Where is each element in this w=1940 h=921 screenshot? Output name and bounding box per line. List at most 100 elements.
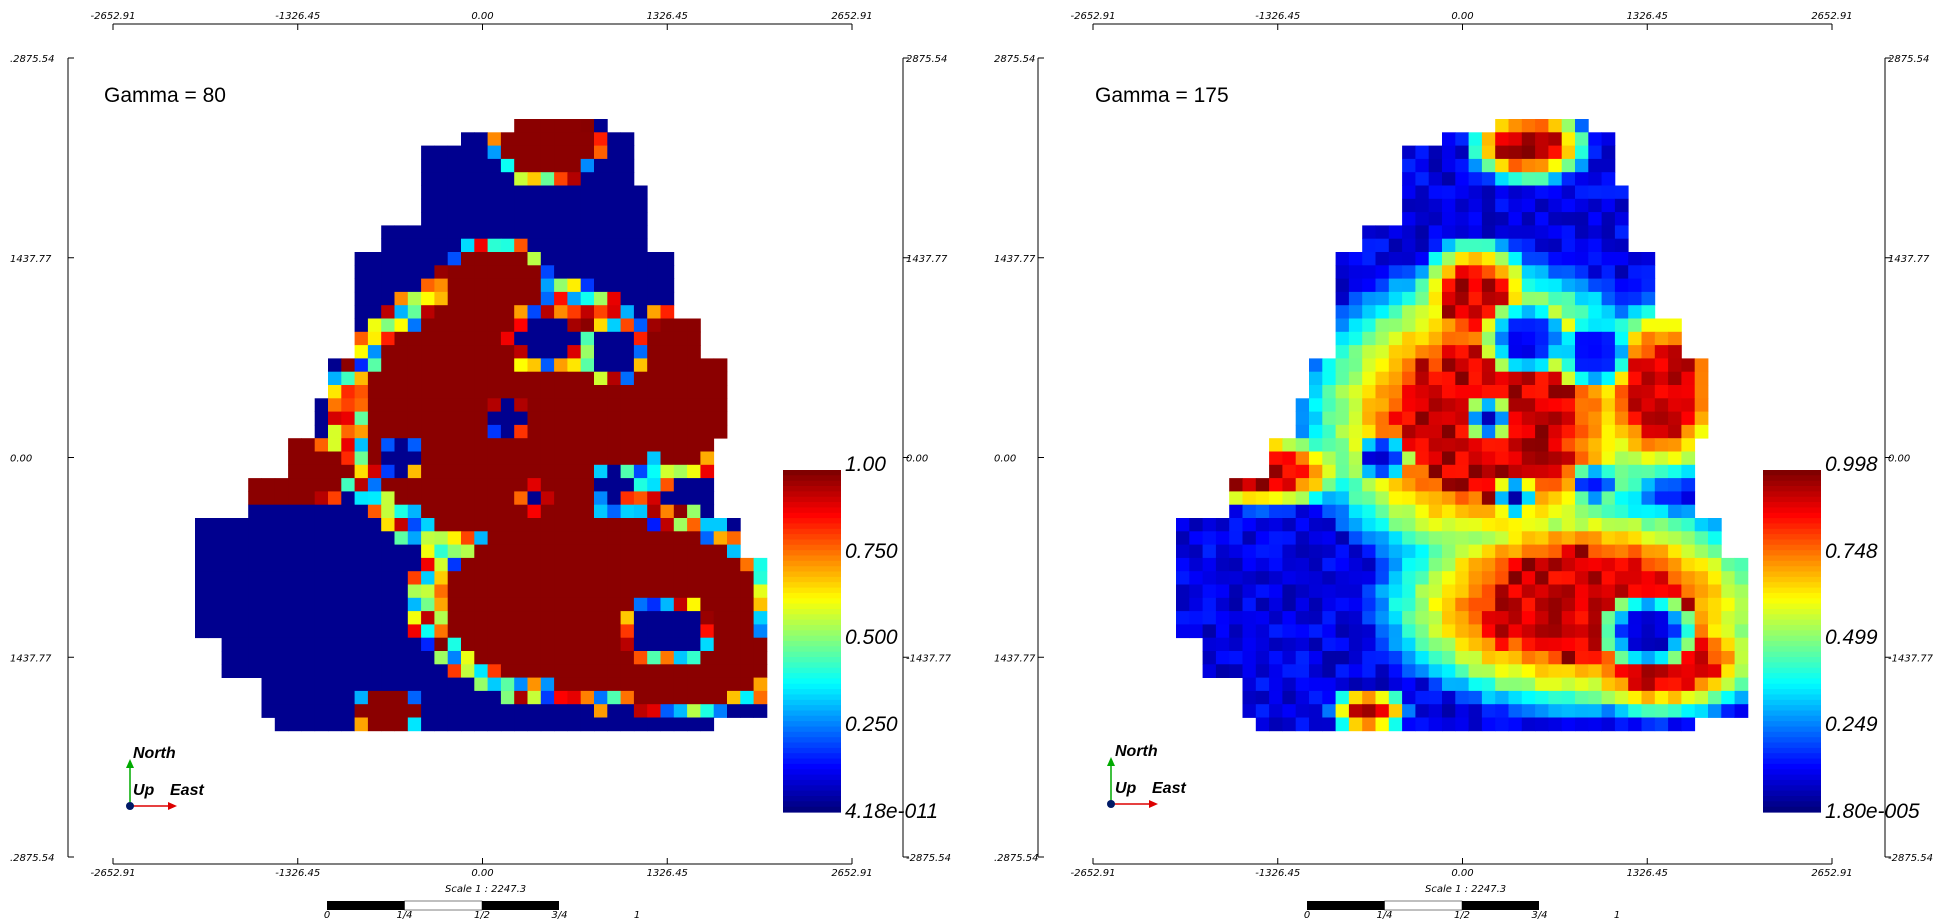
heatmap-cell bbox=[514, 518, 528, 532]
heatmap-cell bbox=[394, 518, 409, 532]
heatmap-cell bbox=[328, 398, 342, 412]
heatmap-cell bbox=[1415, 331, 1430, 346]
heatmap-cell bbox=[1255, 611, 1270, 625]
heatmap-cell bbox=[1309, 424, 1323, 439]
heatmap-cell bbox=[1415, 664, 1430, 678]
heatmap-cell bbox=[1495, 185, 1509, 200]
heatmap-cell bbox=[1455, 677, 1469, 692]
heatmap-cell bbox=[1322, 624, 1336, 639]
heatmap-cell bbox=[1415, 571, 1430, 585]
heatmap-cell bbox=[500, 185, 515, 200]
heatmap-cell bbox=[1548, 518, 1563, 532]
heatmap-cell bbox=[647, 345, 661, 359]
heatmap-cell bbox=[1561, 611, 1576, 625]
heatmap-cell bbox=[1442, 544, 1456, 559]
heatmap-cell bbox=[1295, 677, 1310, 692]
heatmap-cell bbox=[700, 398, 715, 412]
heatmap-cell bbox=[1295, 624, 1310, 639]
heatmap-cell bbox=[1189, 544, 1203, 559]
heatmap-cell bbox=[195, 624, 209, 639]
heatmap-cell bbox=[740, 584, 754, 599]
heatmap-cell bbox=[514, 172, 528, 186]
heatmap-cell bbox=[1575, 185, 1589, 200]
scale-bar-segment bbox=[1384, 900, 1463, 911]
heatmap-cell bbox=[461, 305, 475, 319]
colorbar-segment bbox=[1763, 705, 1821, 711]
heatmap-cell bbox=[1269, 571, 1283, 585]
heatmap-cell bbox=[1668, 438, 1682, 452]
heatmap-cell bbox=[1415, 651, 1430, 665]
heatmap-cell bbox=[1402, 358, 1416, 373]
heatmap-cell bbox=[1681, 677, 1696, 692]
heatmap-cell bbox=[1322, 398, 1336, 412]
heatmap-cell bbox=[1481, 624, 1496, 639]
heatmap-cell bbox=[1641, 464, 1656, 479]
heatmap-cell bbox=[447, 225, 462, 240]
heatmap-cell bbox=[341, 637, 355, 652]
heatmap-cell bbox=[647, 491, 661, 506]
heatmap-cell bbox=[394, 398, 409, 412]
bottom-axis-tick-label: 1326.45 bbox=[647, 868, 688, 879]
heatmap-cell bbox=[1295, 464, 1310, 479]
heatmap-cell bbox=[447, 291, 462, 306]
heatmap-cell bbox=[221, 518, 236, 532]
heatmap-cell bbox=[474, 451, 488, 466]
heatmap-cell bbox=[1335, 438, 1350, 452]
heatmap-cell bbox=[1388, 491, 1403, 506]
heatmap-cell bbox=[527, 491, 542, 506]
heatmap-cell bbox=[474, 597, 488, 612]
top-axis-tick-label: -1326.45 bbox=[1255, 11, 1300, 22]
heatmap-cell bbox=[1415, 305, 1430, 319]
heatmap-cell bbox=[1455, 704, 1469, 718]
heatmap-cell bbox=[647, 571, 661, 585]
heatmap-cell bbox=[540, 464, 555, 479]
heatmap-cell bbox=[1708, 597, 1722, 612]
heatmap-cell bbox=[367, 252, 382, 266]
heatmap-cell bbox=[1495, 318, 1509, 333]
heatmap-cell bbox=[1402, 291, 1416, 306]
heatmap-cell bbox=[447, 597, 462, 612]
colorbar-segment bbox=[1763, 758, 1821, 765]
heatmap-cell bbox=[1668, 331, 1682, 346]
heatmap-cell bbox=[1402, 664, 1416, 678]
heatmap-cell bbox=[1375, 265, 1390, 279]
heatmap-cell bbox=[607, 318, 621, 333]
heatmap-cell bbox=[1508, 252, 1523, 266]
heatmap-cell bbox=[1495, 557, 1509, 572]
heatmap-cell bbox=[367, 544, 382, 559]
heatmap-cell bbox=[660, 677, 675, 692]
heatmap-cell bbox=[713, 651, 728, 665]
heatmap-cell bbox=[1588, 504, 1602, 519]
heatmap-cell bbox=[367, 704, 382, 718]
heatmap-cell bbox=[487, 584, 502, 599]
heatmap-cell bbox=[1521, 238, 1536, 253]
heatmap-cell bbox=[1442, 318, 1456, 333]
heatmap-cell bbox=[1575, 291, 1589, 306]
heatmap-cell bbox=[1415, 291, 1430, 306]
heatmap-cell bbox=[1668, 664, 1682, 678]
heatmap-cell bbox=[1575, 651, 1589, 665]
heatmap-cell bbox=[1588, 265, 1602, 279]
colorbar-segment bbox=[783, 689, 841, 695]
heatmap-cell bbox=[633, 464, 648, 479]
heatmap-cell bbox=[1388, 424, 1403, 439]
heatmap-cell bbox=[1468, 172, 1483, 186]
heatmap-cell bbox=[1668, 690, 1682, 705]
heatmap-cell bbox=[1614, 185, 1629, 200]
heatmap-cell bbox=[673, 717, 688, 732]
heatmap-cell bbox=[1535, 557, 1549, 572]
heatmap-cell bbox=[1322, 371, 1336, 386]
heatmap-cell bbox=[394, 451, 409, 466]
heatmap-cell bbox=[1694, 411, 1709, 426]
heatmap-cell bbox=[1242, 544, 1257, 559]
heatmap-cell bbox=[461, 664, 475, 678]
heatmap-cell bbox=[713, 637, 728, 652]
heatmap-cell bbox=[328, 438, 342, 452]
heatmap-cell bbox=[1309, 451, 1323, 466]
heatmap-cell bbox=[514, 132, 528, 146]
heatmap-cell bbox=[1535, 624, 1549, 639]
heatmap-cell bbox=[1548, 278, 1563, 293]
heatmap-cell bbox=[620, 557, 635, 572]
heatmap-cell bbox=[1734, 664, 1749, 678]
heatmap-cell bbox=[514, 637, 528, 652]
